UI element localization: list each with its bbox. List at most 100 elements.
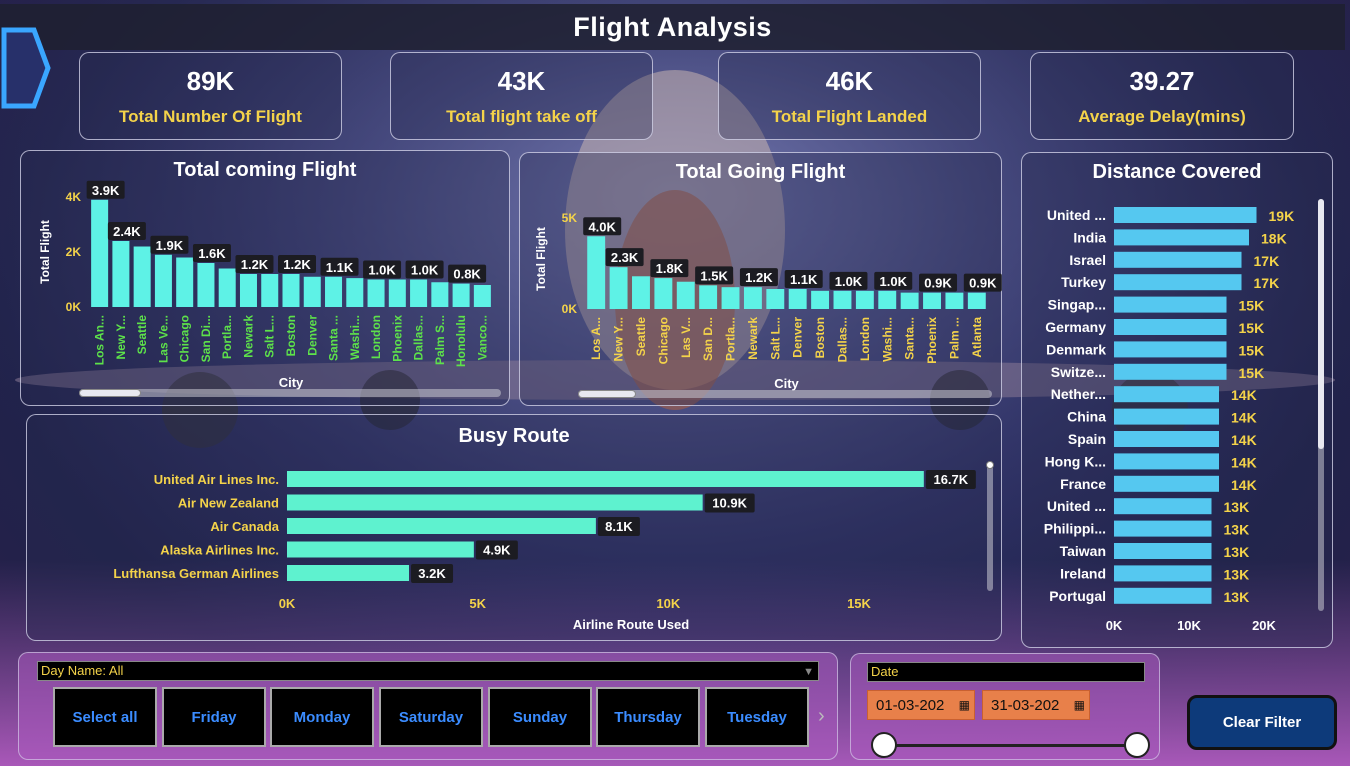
x-tick-label: Dallas... [412, 315, 426, 360]
x-tick-label: London [369, 315, 383, 359]
scrollbar-thumb[interactable] [79, 389, 141, 397]
clear-filter-button[interactable]: Clear Filter [1187, 695, 1337, 750]
bar [367, 279, 385, 307]
data-label: 10.9K [712, 496, 747, 511]
chart-title: Busy Route [458, 425, 570, 447]
x-tick-label: New Y... [114, 315, 128, 359]
x-tick-label: Vanco... [475, 315, 489, 360]
data-label: 2.3K [611, 250, 639, 265]
kpi-card-landed: 46K Total Flight Landed [718, 52, 981, 140]
coming-flight-chart-panel: Total coming Flight 0K 2K 4K Total Flight Lo… [20, 150, 510, 406]
x-tick-label: 10K [656, 596, 680, 611]
bar [112, 241, 130, 307]
bar [1114, 498, 1212, 515]
x-tick-label: Santa ... [327, 315, 341, 361]
x-tick-label: Newark [241, 315, 255, 358]
data-label: 17K [1254, 275, 1280, 291]
day-button-thursday[interactable]: Thursday [596, 687, 700, 747]
calendar-icon[interactable]: ▦ [1073, 698, 1085, 712]
kpi-card-take-off: 43K Total flight take off [390, 52, 653, 140]
bar [1114, 543, 1212, 559]
x-tick-label: Seattle [135, 315, 149, 355]
day-name-dropdown[interactable]: Day Name: All ▼ [37, 661, 819, 681]
day-button-friday[interactable]: Friday [162, 687, 266, 747]
scrollbar-thumb[interactable] [1318, 199, 1324, 449]
bar [325, 276, 343, 307]
bar [1114, 319, 1227, 335]
x-tick-label: 20K [1252, 618, 1276, 633]
category-label: Air New Zealand [178, 496, 279, 511]
bar [878, 290, 897, 309]
category-label: Air Canada [210, 519, 279, 534]
data-label: 13K [1224, 544, 1250, 560]
bar [654, 278, 673, 309]
x-tick-label: Salt L... [263, 315, 277, 358]
day-button-saturday[interactable]: Saturday [379, 687, 483, 747]
data-label-bg [150, 235, 189, 254]
category-label: Germany [1045, 319, 1106, 335]
category-label: Denmark [1046, 341, 1106, 357]
data-label: 1.5K [700, 268, 728, 283]
bar [1114, 431, 1219, 447]
bar [1114, 386, 1219, 403]
y-axis-label: Total Flight [534, 227, 548, 291]
data-label: 1.0K [411, 263, 439, 278]
page-title: Flight Analysis [573, 11, 772, 42]
x-tick-label: London [858, 317, 872, 361]
day-button-monday[interactable]: Monday [270, 687, 374, 747]
data-label: 14K [1231, 477, 1257, 493]
kpi-label: Average Delay(mins) [1078, 106, 1246, 126]
data-label-bg [448, 264, 487, 283]
data-label: 2.4K [113, 224, 141, 239]
bar [900, 292, 919, 309]
x-tick-label: Las V... [679, 317, 693, 358]
x-tick-label: Las Ve... [156, 315, 170, 363]
x-tick-label: Newark [746, 317, 760, 360]
data-label: 18K [1261, 230, 1287, 246]
scrollbar-thumb[interactable] [986, 461, 994, 469]
horizontal-scrollbar[interactable] [578, 390, 992, 398]
day-button-select-all[interactable]: Select all [53, 687, 157, 747]
x-tick-label: Los An... [93, 315, 107, 365]
busy-route-bar-chart: United Air Lines Inc. 16.7K Air New Zealan… [113, 470, 976, 632]
calendar-icon[interactable]: ▦ [958, 698, 970, 712]
bar [239, 274, 257, 307]
kpi-value: 46K [825, 65, 874, 96]
bar [743, 287, 762, 309]
nav-arrow-icon[interactable] [0, 26, 52, 110]
day-button-sunday[interactable]: Sunday [488, 687, 592, 747]
vertical-scrollbar[interactable] [1318, 199, 1324, 611]
scrollbar-thumb[interactable] [578, 390, 636, 398]
date-range-end-handle[interactable] [1124, 732, 1150, 758]
x-tick-label: Washi... [880, 317, 894, 362]
bar [632, 276, 650, 309]
x-tick-label: Phoenix [390, 315, 404, 362]
bar [1114, 565, 1212, 582]
data-label: 13K [1224, 522, 1250, 538]
bar [1114, 408, 1219, 425]
kpi-label: Total Flight Landed [771, 106, 928, 126]
data-label: 14K [1231, 432, 1257, 448]
data-label: 1.9K [156, 238, 184, 253]
data-label: 1.1K [790, 272, 818, 287]
kpi-label: Total flight take off [446, 106, 597, 126]
data-label-bg [784, 270, 823, 288]
end-date-input[interactable]: 31-03-202 ▦ [982, 690, 1090, 720]
x-axis-label: Airline Route Used [573, 617, 689, 632]
horizontal-scrollbar[interactable] [79, 389, 501, 397]
category-label: France [1060, 476, 1106, 492]
chevron-right-icon[interactable]: › [818, 705, 825, 727]
end-date-value: 31-03-202 [991, 696, 1060, 714]
start-date-input[interactable]: 01-03-202 ▦ [867, 690, 975, 720]
x-tick-label: San Di... [199, 315, 213, 362]
day-button-tuesday[interactable]: Tuesday [705, 687, 809, 747]
date-filter-panel: Date 01-03-202 ▦ 31-03-202 ▦ [850, 653, 1160, 760]
data-label-bg [650, 259, 689, 278]
bar [1114, 520, 1212, 537]
vertical-scrollbar[interactable] [986, 461, 994, 591]
category-label: Philippi... [1044, 521, 1106, 537]
date-range-start-handle[interactable] [871, 732, 897, 758]
data-label: 1.0K [368, 263, 396, 278]
category-label: China [1067, 409, 1106, 425]
data-label: 15K [1239, 342, 1265, 358]
